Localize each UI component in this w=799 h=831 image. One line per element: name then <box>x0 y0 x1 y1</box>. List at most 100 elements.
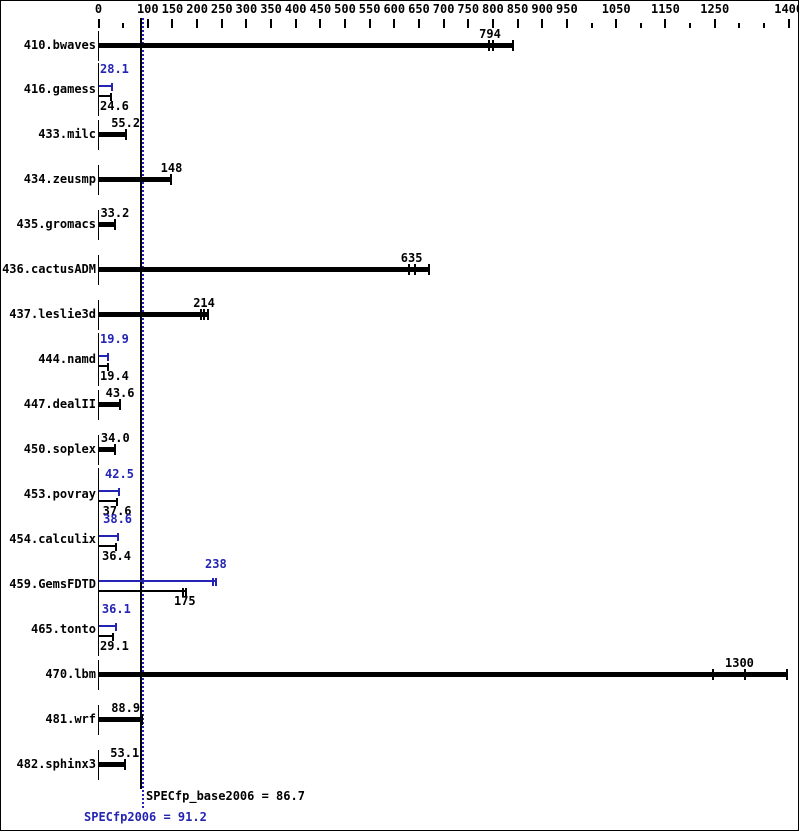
axis-tick-label: 800 <box>482 2 504 16</box>
peak-run-tick <box>211 577 214 586</box>
benchmark-row: 437.leslie3d 214 <box>1 287 798 342</box>
base-run-tick <box>492 39 495 51</box>
axis-tick-label: 150 <box>161 2 184 16</box>
base-bar-end-tick <box>141 713 144 725</box>
row-baseline <box>98 390 99 421</box>
base-run-tick <box>711 668 714 680</box>
axis-tick <box>615 19 618 28</box>
base-value-label: 19.4 <box>100 369 129 384</box>
axis-tick <box>417 19 420 28</box>
peak-bar <box>99 85 113 88</box>
axis-tick-label: 1400 <box>774 2 798 16</box>
peak-bar-end-tick <box>115 622 118 631</box>
base-bar <box>99 589 186 592</box>
axis-tick-label: 500 <box>334 2 356 16</box>
row-baseline <box>98 512 99 566</box>
benchmark-row: 481.wrf 88.9 <box>1 692 798 747</box>
base-bar <box>99 544 117 547</box>
axis-tick <box>516 19 519 28</box>
benchmark-name: 437.leslie3d <box>9 307 96 322</box>
base-bar <box>99 312 208 318</box>
base-bar <box>99 402 120 408</box>
axis-tick <box>344 19 346 28</box>
base-bar-end-tick <box>109 93 112 102</box>
base-bar <box>99 95 111 98</box>
base-bar <box>99 365 109 368</box>
ref-line-base <box>140 18 143 789</box>
base-run-tick <box>488 39 491 51</box>
base-run-tick <box>181 587 184 596</box>
axis-tick-label: 450 <box>309 2 332 16</box>
peak-bar-end-tick <box>116 532 119 541</box>
axis-tick <box>467 19 470 28</box>
base-value-label: 635 <box>400 251 423 266</box>
axis-tick-label: 250 <box>210 2 233 16</box>
base-bar-end-tick <box>124 129 127 141</box>
row-baseline <box>98 255 99 286</box>
benchmark-row: 444.namd 19.9 19.4 <box>1 332 798 387</box>
base-run-tick <box>203 309 206 321</box>
axis-tick <box>787 19 790 28</box>
base-bar <box>99 132 126 138</box>
row-baseline <box>98 333 99 387</box>
benchmark-name: 410.bwaves <box>23 37 96 52</box>
row-baseline <box>98 300 99 331</box>
base-value-label: 53.1 <box>110 745 140 760</box>
axis-tick-label: 200 <box>186 2 208 16</box>
row-baseline <box>98 557 99 611</box>
benchmark-row: 450.soplex 34.0 <box>1 422 798 477</box>
benchmark-row: 465.tonto 36.1 29.1 <box>1 602 798 657</box>
base-value-label: 33.2 <box>100 206 130 221</box>
benchmark-row: 453.povray 42.5 37.6 <box>1 467 798 522</box>
base-value-label: 214 <box>193 296 215 311</box>
base-bar <box>99 671 787 677</box>
base-bar-end-tick <box>114 443 117 455</box>
benchmark-name: 450.soplex <box>23 441 96 456</box>
base-bar-end-tick <box>206 309 209 321</box>
benchmark-name: 453.povray <box>23 486 96 501</box>
summary-base-label: SPECfp_base2006 = 86.7 <box>146 789 305 803</box>
axis-tick <box>319 19 322 28</box>
row-baseline <box>98 120 99 151</box>
base-bar <box>99 716 143 722</box>
benchmark-name: 436.cactusADM <box>2 262 96 277</box>
base-value-label: 55.2 <box>111 116 141 131</box>
peak-value-label: 19.9 <box>100 332 129 347</box>
base-run-tick <box>200 309 203 321</box>
row-baseline <box>98 434 99 465</box>
axis-tick-label: 300 <box>235 2 258 16</box>
base-bar <box>99 42 513 48</box>
axis-tick-label: 400 <box>284 2 307 16</box>
base-bar-end-tick <box>116 497 119 506</box>
row-baseline <box>98 63 99 117</box>
benchmark-name: 459.GemsFDTD <box>9 576 96 591</box>
row-baseline <box>98 749 99 780</box>
benchmark-name: 434.zeusmp <box>23 172 96 187</box>
base-run-tick <box>408 264 411 276</box>
benchmark-name: 447.dealII <box>23 397 96 412</box>
row-baseline <box>98 30 99 61</box>
axis-tick <box>294 19 297 28</box>
base-bar <box>99 499 118 502</box>
axis-tick <box>664 19 667 28</box>
peak-value-label: 238 <box>205 556 227 571</box>
axis-tick <box>565 19 568 28</box>
axis-minor-tick <box>122 23 125 28</box>
axis-tick-label: 700 <box>432 2 455 16</box>
peak-value-label: 28.1 <box>100 62 129 77</box>
ref-line-peak <box>142 18 145 809</box>
benchmark-name: 444.namd <box>38 352 96 367</box>
peak-value-label: 36.1 <box>101 601 131 616</box>
benchmark-name: 465.tonto <box>30 621 96 636</box>
base-value-label: 794 <box>479 26 501 41</box>
row-baseline <box>98 704 99 735</box>
axis-tick-label: 750 <box>457 2 480 16</box>
base-bar <box>99 177 172 183</box>
axis-tick-label: 1150 <box>650 2 680 16</box>
base-bar-end-tick <box>123 758 126 770</box>
benchmark-name: 454.calculix <box>9 531 96 546</box>
base-value-label: 175 <box>173 593 196 608</box>
axis-minor-tick <box>639 23 642 28</box>
benchmark-row: 454.calculix 38.6 36.4 <box>1 512 798 567</box>
